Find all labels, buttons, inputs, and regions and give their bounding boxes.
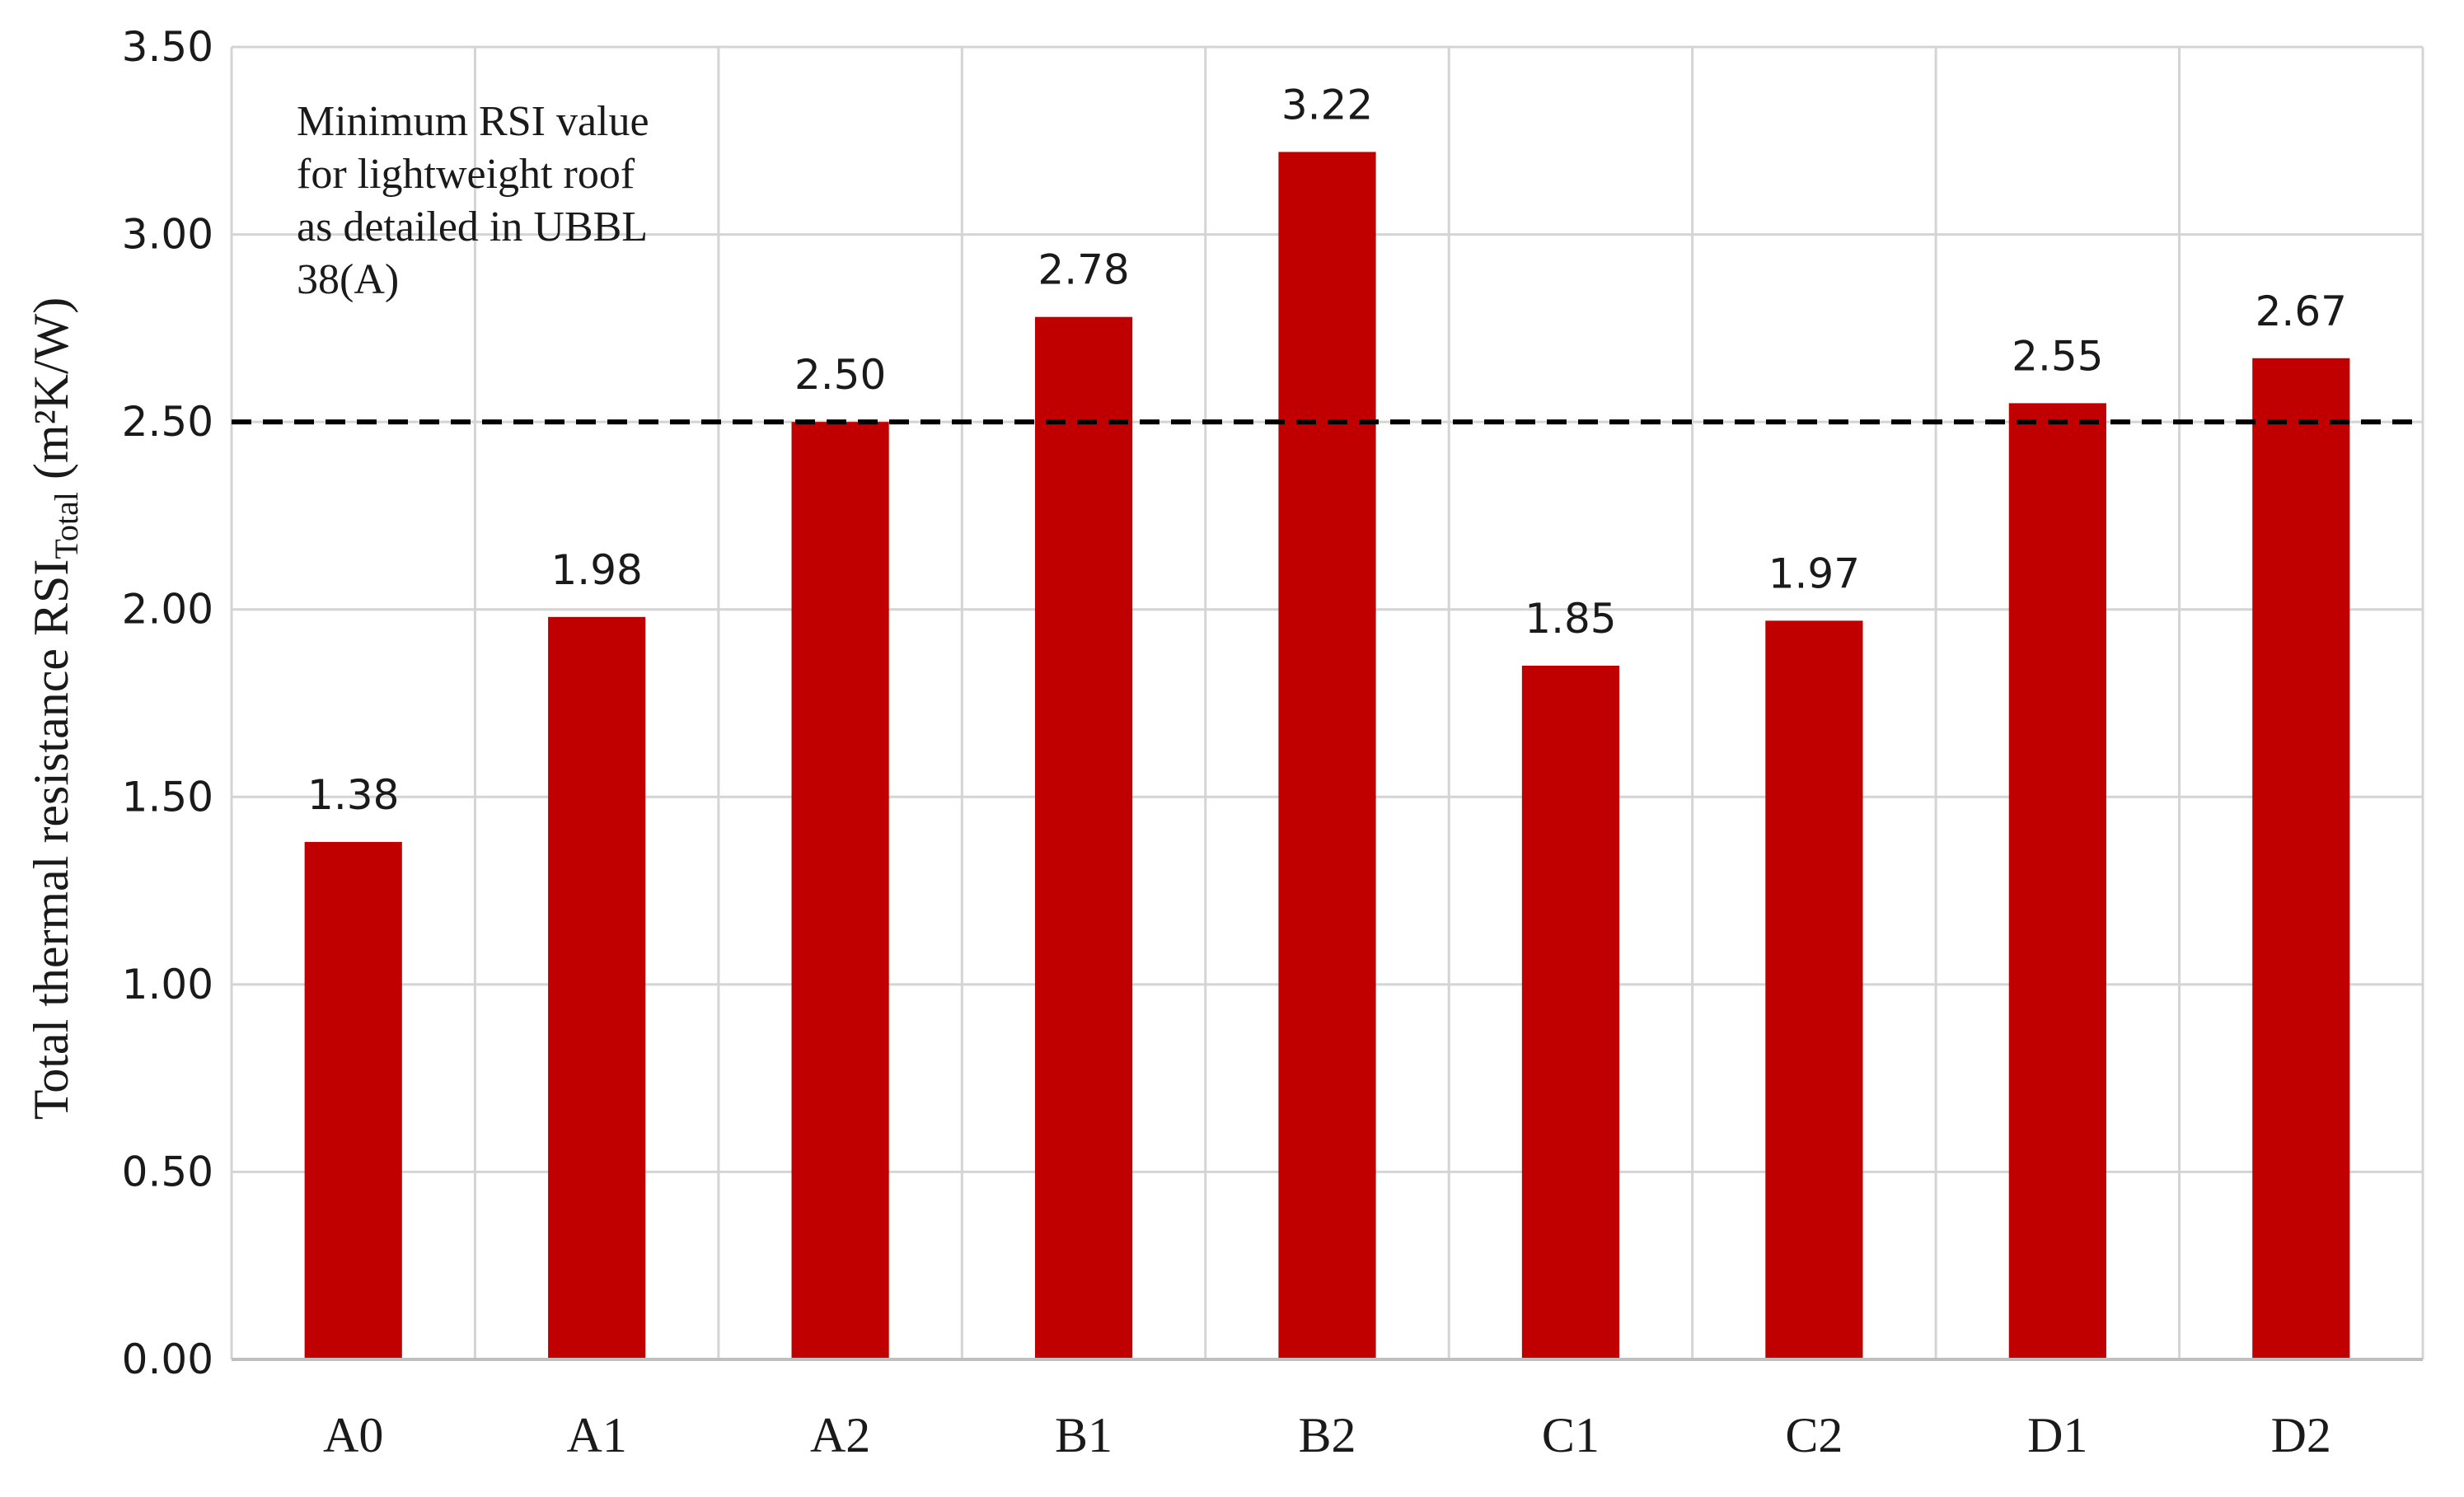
annotation-line: 38(A) xyxy=(297,256,399,303)
y-tick-label: 0.00 xyxy=(122,1336,213,1383)
reference-annotation: Minimum RSI value for lightweight roof as … xyxy=(297,98,649,303)
bar-a2 xyxy=(791,422,889,1360)
bar-c1 xyxy=(1521,665,1620,1359)
bar-b1 xyxy=(1034,316,1133,1359)
x-tick-label: B1 xyxy=(1055,1408,1113,1462)
bar-c2 xyxy=(1765,620,1863,1359)
annotation-line: Minimum RSI value xyxy=(297,98,649,145)
bar-a0 xyxy=(304,841,402,1359)
data-label: 2.78 xyxy=(1038,246,1129,294)
data-label: 2.50 xyxy=(794,351,886,399)
y-tick-label: 2.50 xyxy=(122,398,213,446)
bar-a1 xyxy=(548,616,646,1359)
annotation-line: as detailed in UBBL xyxy=(297,203,648,250)
data-label: 2.55 xyxy=(2012,332,2103,380)
y-tick-label: 3.00 xyxy=(122,211,213,259)
y-tick-label: 0.50 xyxy=(122,1148,213,1195)
x-tick-label: A0 xyxy=(323,1408,383,1462)
x-tick-label: D2 xyxy=(2271,1408,2331,1462)
data-label: 1.38 xyxy=(307,771,399,819)
labels: 0.00 0.50 1.00 1.50 2.00 2.50 3.00 3.50 A0 A1 A2 B1… xyxy=(122,23,2347,1462)
y-tick-label: 3.50 xyxy=(122,23,213,71)
y-tick-label: 1.00 xyxy=(122,961,213,1008)
x-tick-label: D1 xyxy=(2027,1408,2087,1462)
x-tick-label: C1 xyxy=(1542,1408,1600,1462)
x-tick-label: A2 xyxy=(810,1408,870,1462)
data-label: 3.22 xyxy=(1281,81,1373,129)
data-label: 1.85 xyxy=(1525,595,1616,643)
y-tick-label: 2.00 xyxy=(122,586,213,634)
x-tick-label: B2 xyxy=(1298,1408,1356,1462)
data-label: 1.97 xyxy=(1768,550,1860,597)
annotation-line: for lightweight roof xyxy=(297,151,635,198)
bar-d1 xyxy=(2008,403,2106,1359)
x-tick-label: C2 xyxy=(1785,1408,1843,1462)
bar-d2 xyxy=(2252,358,2350,1360)
bars xyxy=(304,152,2350,1360)
y-axis-title: Total thermal resistance RSITotal (m²K/W… xyxy=(24,297,85,1120)
data-label: 2.67 xyxy=(2256,288,2347,335)
x-tick-label: A1 xyxy=(566,1408,626,1462)
bar-b2 xyxy=(1278,152,1376,1360)
data-label: 1.98 xyxy=(551,546,643,594)
y-tick-label: 1.50 xyxy=(122,773,213,821)
